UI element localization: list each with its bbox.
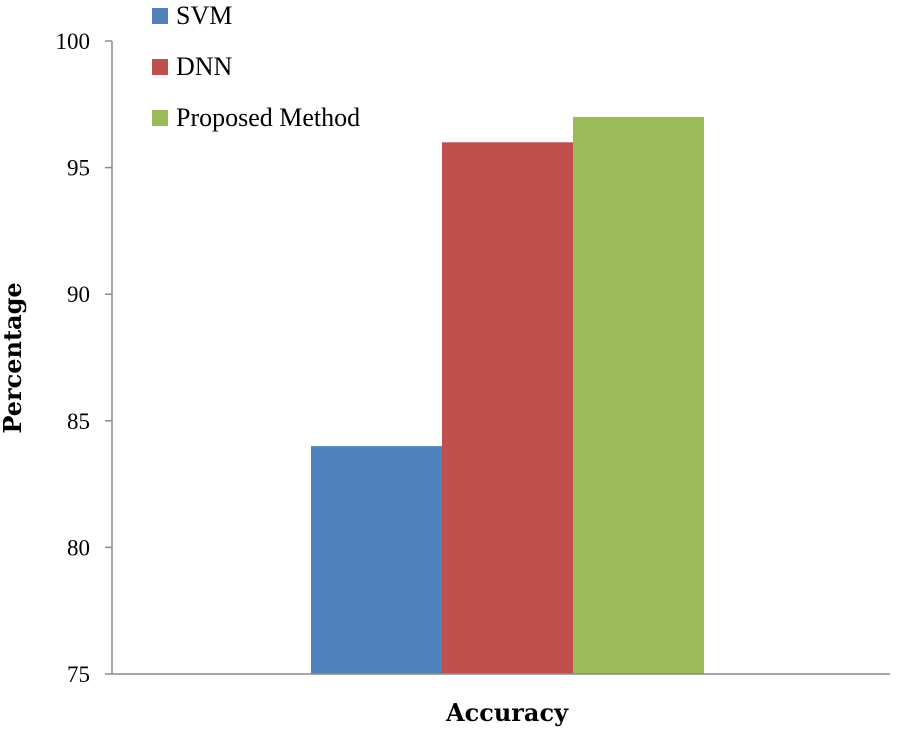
bars bbox=[311, 116, 704, 674]
y-tick-label: 80 bbox=[67, 535, 90, 560]
bar-proposed-method bbox=[573, 116, 704, 674]
y-tick-label: 90 bbox=[67, 282, 90, 307]
bar-dnn bbox=[442, 142, 573, 674]
legend-label: Proposed Method bbox=[176, 103, 360, 132]
legend-swatch bbox=[152, 8, 168, 24]
y-tick-label: 75 bbox=[67, 662, 90, 687]
legend-swatch bbox=[152, 110, 168, 126]
legend-swatch bbox=[152, 59, 168, 75]
x-axis-title: Accuracy bbox=[445, 698, 569, 727]
y-axis-title: Percentage bbox=[0, 282, 27, 433]
bar-svm bbox=[311, 446, 442, 674]
legend-label: SVM bbox=[176, 1, 232, 30]
legend: SVM DNN Proposed Method bbox=[152, 1, 360, 132]
y-axis-ticks: 75 80 85 90 95 100 bbox=[56, 29, 112, 687]
legend-label: DNN bbox=[176, 52, 233, 81]
y-tick-label: 95 bbox=[67, 156, 90, 181]
y-tick-label: 100 bbox=[56, 29, 91, 54]
y-tick-label: 85 bbox=[67, 409, 90, 434]
